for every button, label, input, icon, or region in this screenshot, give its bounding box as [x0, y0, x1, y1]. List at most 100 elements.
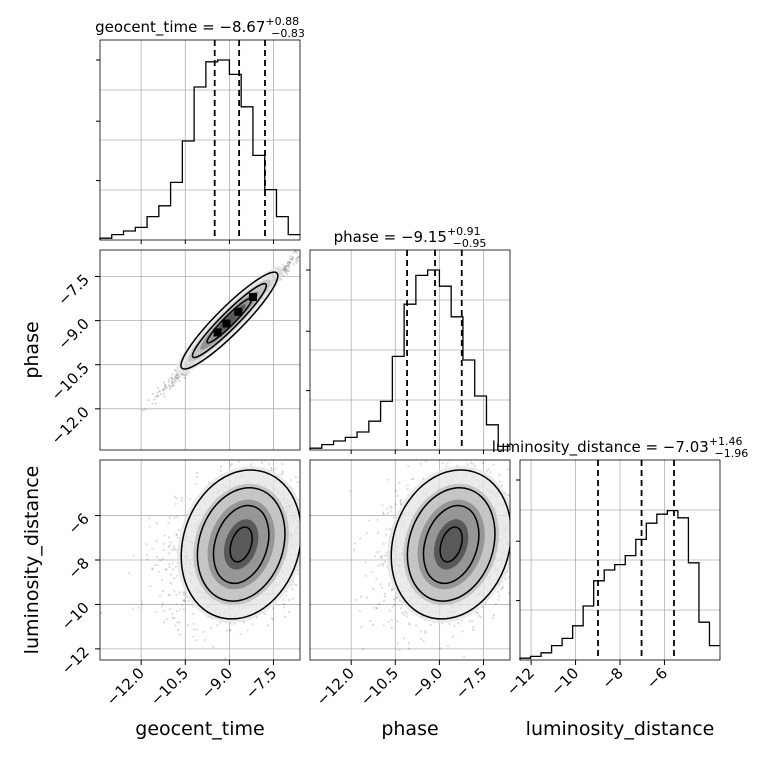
sample-point [285, 264, 289, 268]
sample-point [158, 389, 161, 392]
sample-point [498, 480, 502, 483]
sample-point [308, 520, 310, 522]
sample-point [162, 392, 166, 396]
sample-point [307, 552, 309, 554]
sample-point [393, 598, 396, 601]
sample-point [250, 463, 253, 466]
sample-point [407, 622, 410, 625]
sample-point [165, 386, 168, 389]
sample-point [314, 526, 316, 528]
sample-point [508, 493, 510, 496]
sample-point [344, 505, 346, 507]
sample-point [391, 605, 394, 608]
sample-point [361, 648, 365, 651]
sample-point [375, 551, 378, 554]
hist-panel-geocent_time: geocent_time = −8.67+0.88 −0.83 [95, 15, 305, 241]
sample-point [175, 533, 178, 536]
sample-point [489, 455, 491, 457]
sample-point [132, 554, 135, 557]
sample-point [171, 561, 174, 564]
sample-point [155, 540, 158, 543]
sample-point [445, 451, 447, 453]
sample-point [168, 607, 172, 611]
sample-point [507, 591, 510, 594]
sample-point [314, 458, 316, 460]
sample-point [164, 384, 167, 387]
sample-point [270, 466, 273, 470]
sample-point [521, 573, 523, 575]
sample-point [159, 393, 163, 396]
sample-point [501, 585, 505, 588]
sample-point [161, 557, 164, 560]
sample-point [471, 619, 474, 623]
panel-content [349, 451, 530, 658]
sample-point [168, 552, 171, 555]
sample-point [174, 378, 177, 382]
hist-frame [309, 249, 511, 451]
sample-point [347, 531, 349, 533]
sample-point [365, 531, 368, 535]
sample-point [451, 635, 455, 638]
sample-point [513, 475, 515, 477]
sample-point [425, 460, 428, 463]
sample-point [140, 602, 144, 606]
sample-point [319, 518, 321, 520]
sample-point [319, 231, 321, 233]
sample-point [153, 564, 157, 567]
sample-point [390, 626, 393, 629]
sample-point [305, 521, 307, 523]
sample-point [295, 583, 298, 587]
sample-point [312, 599, 314, 601]
sample-point [446, 644, 450, 647]
sample-point [176, 536, 179, 540]
sample-point [175, 549, 178, 552]
sample-point [307, 538, 309, 540]
sample-point [389, 505, 392, 508]
sample-point [295, 251, 298, 254]
density-peak-bin [248, 293, 257, 302]
sample-point [463, 655, 466, 658]
sample-point [512, 575, 514, 577]
histogram-step-phase [309, 269, 510, 450]
sample-point [245, 453, 247, 455]
sample-point [283, 265, 286, 268]
sample-point [163, 534, 166, 537]
sample-point [175, 593, 178, 597]
sample-point [173, 375, 177, 378]
sample-point [284, 615, 287, 619]
sample-point [301, 509, 303, 511]
sample-point [294, 250, 297, 253]
sample-point [202, 630, 205, 634]
sample-point [528, 523, 530, 525]
sample-point [286, 273, 289, 276]
sample-point [281, 263, 284, 266]
sample-point [515, 572, 517, 574]
sample-point [171, 616, 174, 619]
sample-point [290, 259, 294, 262]
sample-point [151, 402, 154, 405]
sample-point [173, 516, 176, 519]
histogram-step-geocent_time [99, 59, 300, 240]
sample-point [147, 398, 150, 402]
sample-point [170, 548, 173, 551]
sample-point [246, 629, 249, 632]
sample-point [386, 478, 389, 481]
sample-point [165, 567, 168, 571]
sample-point [294, 260, 297, 263]
sample-point [329, 538, 331, 540]
sample-point [512, 562, 514, 564]
sample-point [212, 645, 215, 648]
sample-point [317, 236, 319, 238]
sample-point [281, 471, 285, 475]
sample-point [171, 385, 174, 388]
sample-point [303, 552, 305, 554]
sample-point [282, 603, 286, 606]
sample-point [304, 437, 306, 439]
sample-point [320, 526, 322, 528]
sample-point [424, 629, 427, 633]
sample-point [379, 583, 382, 586]
sample-point [287, 266, 290, 270]
sample-point [296, 481, 299, 484]
sample-point [385, 551, 388, 554]
sample-point [157, 394, 160, 398]
